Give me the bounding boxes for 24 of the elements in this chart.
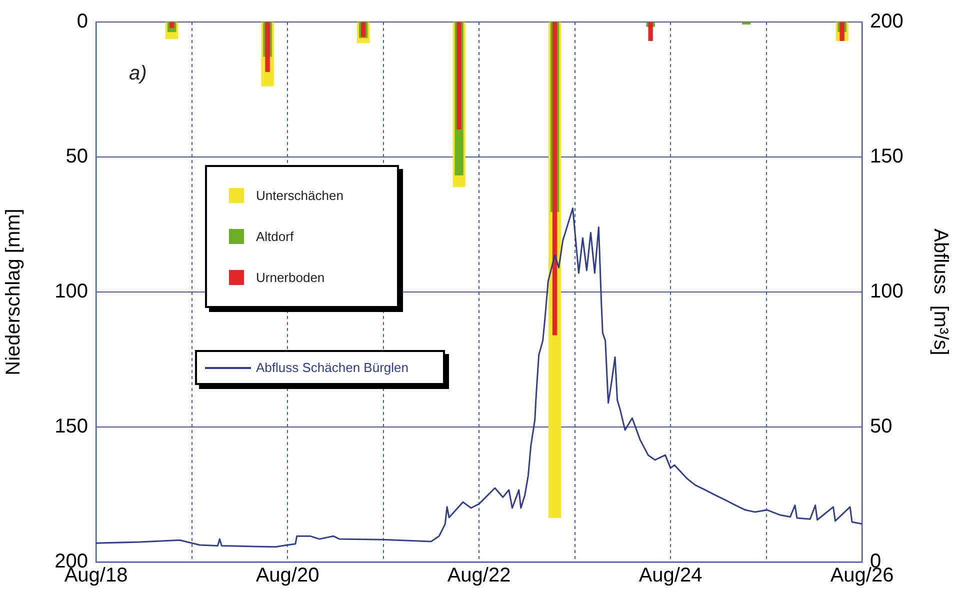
legend-label: Altdorf [256, 229, 294, 244]
bar [265, 22, 270, 72]
y-axis-title: Niederschlag [mm] [2, 208, 25, 376]
y2-axis-title: Abfluss [m³/s] [929, 228, 952, 356]
bar [456, 22, 462, 130]
x-tick-label: Aug/22 [447, 564, 511, 587]
x-tick-label: Aug/20 [256, 564, 320, 587]
legend-label: Abfluss Schächen Bürglen [256, 360, 408, 375]
y2-tick-label: 50 [870, 416, 892, 438]
bar [840, 22, 844, 41]
y-tick-label: 100 [54, 280, 88, 303]
y2-tick-label: 150 [870, 146, 904, 168]
annotation: a) [129, 62, 147, 85]
y2-tick-label: 100 [870, 280, 904, 303]
bar [648, 22, 653, 41]
y2-tick-label: 200 [870, 10, 904, 33]
legend-label: Urnerboden [256, 270, 325, 285]
y-tick-label: 0 [76, 10, 88, 33]
y-tick-label: 150 [54, 416, 88, 438]
legend-label: Unterschächen [256, 188, 344, 203]
x-tick-label: Aug/24 [638, 564, 702, 587]
bar [169, 22, 174, 28]
y-tick-label: 50 [66, 146, 88, 168]
bar [552, 22, 558, 336]
